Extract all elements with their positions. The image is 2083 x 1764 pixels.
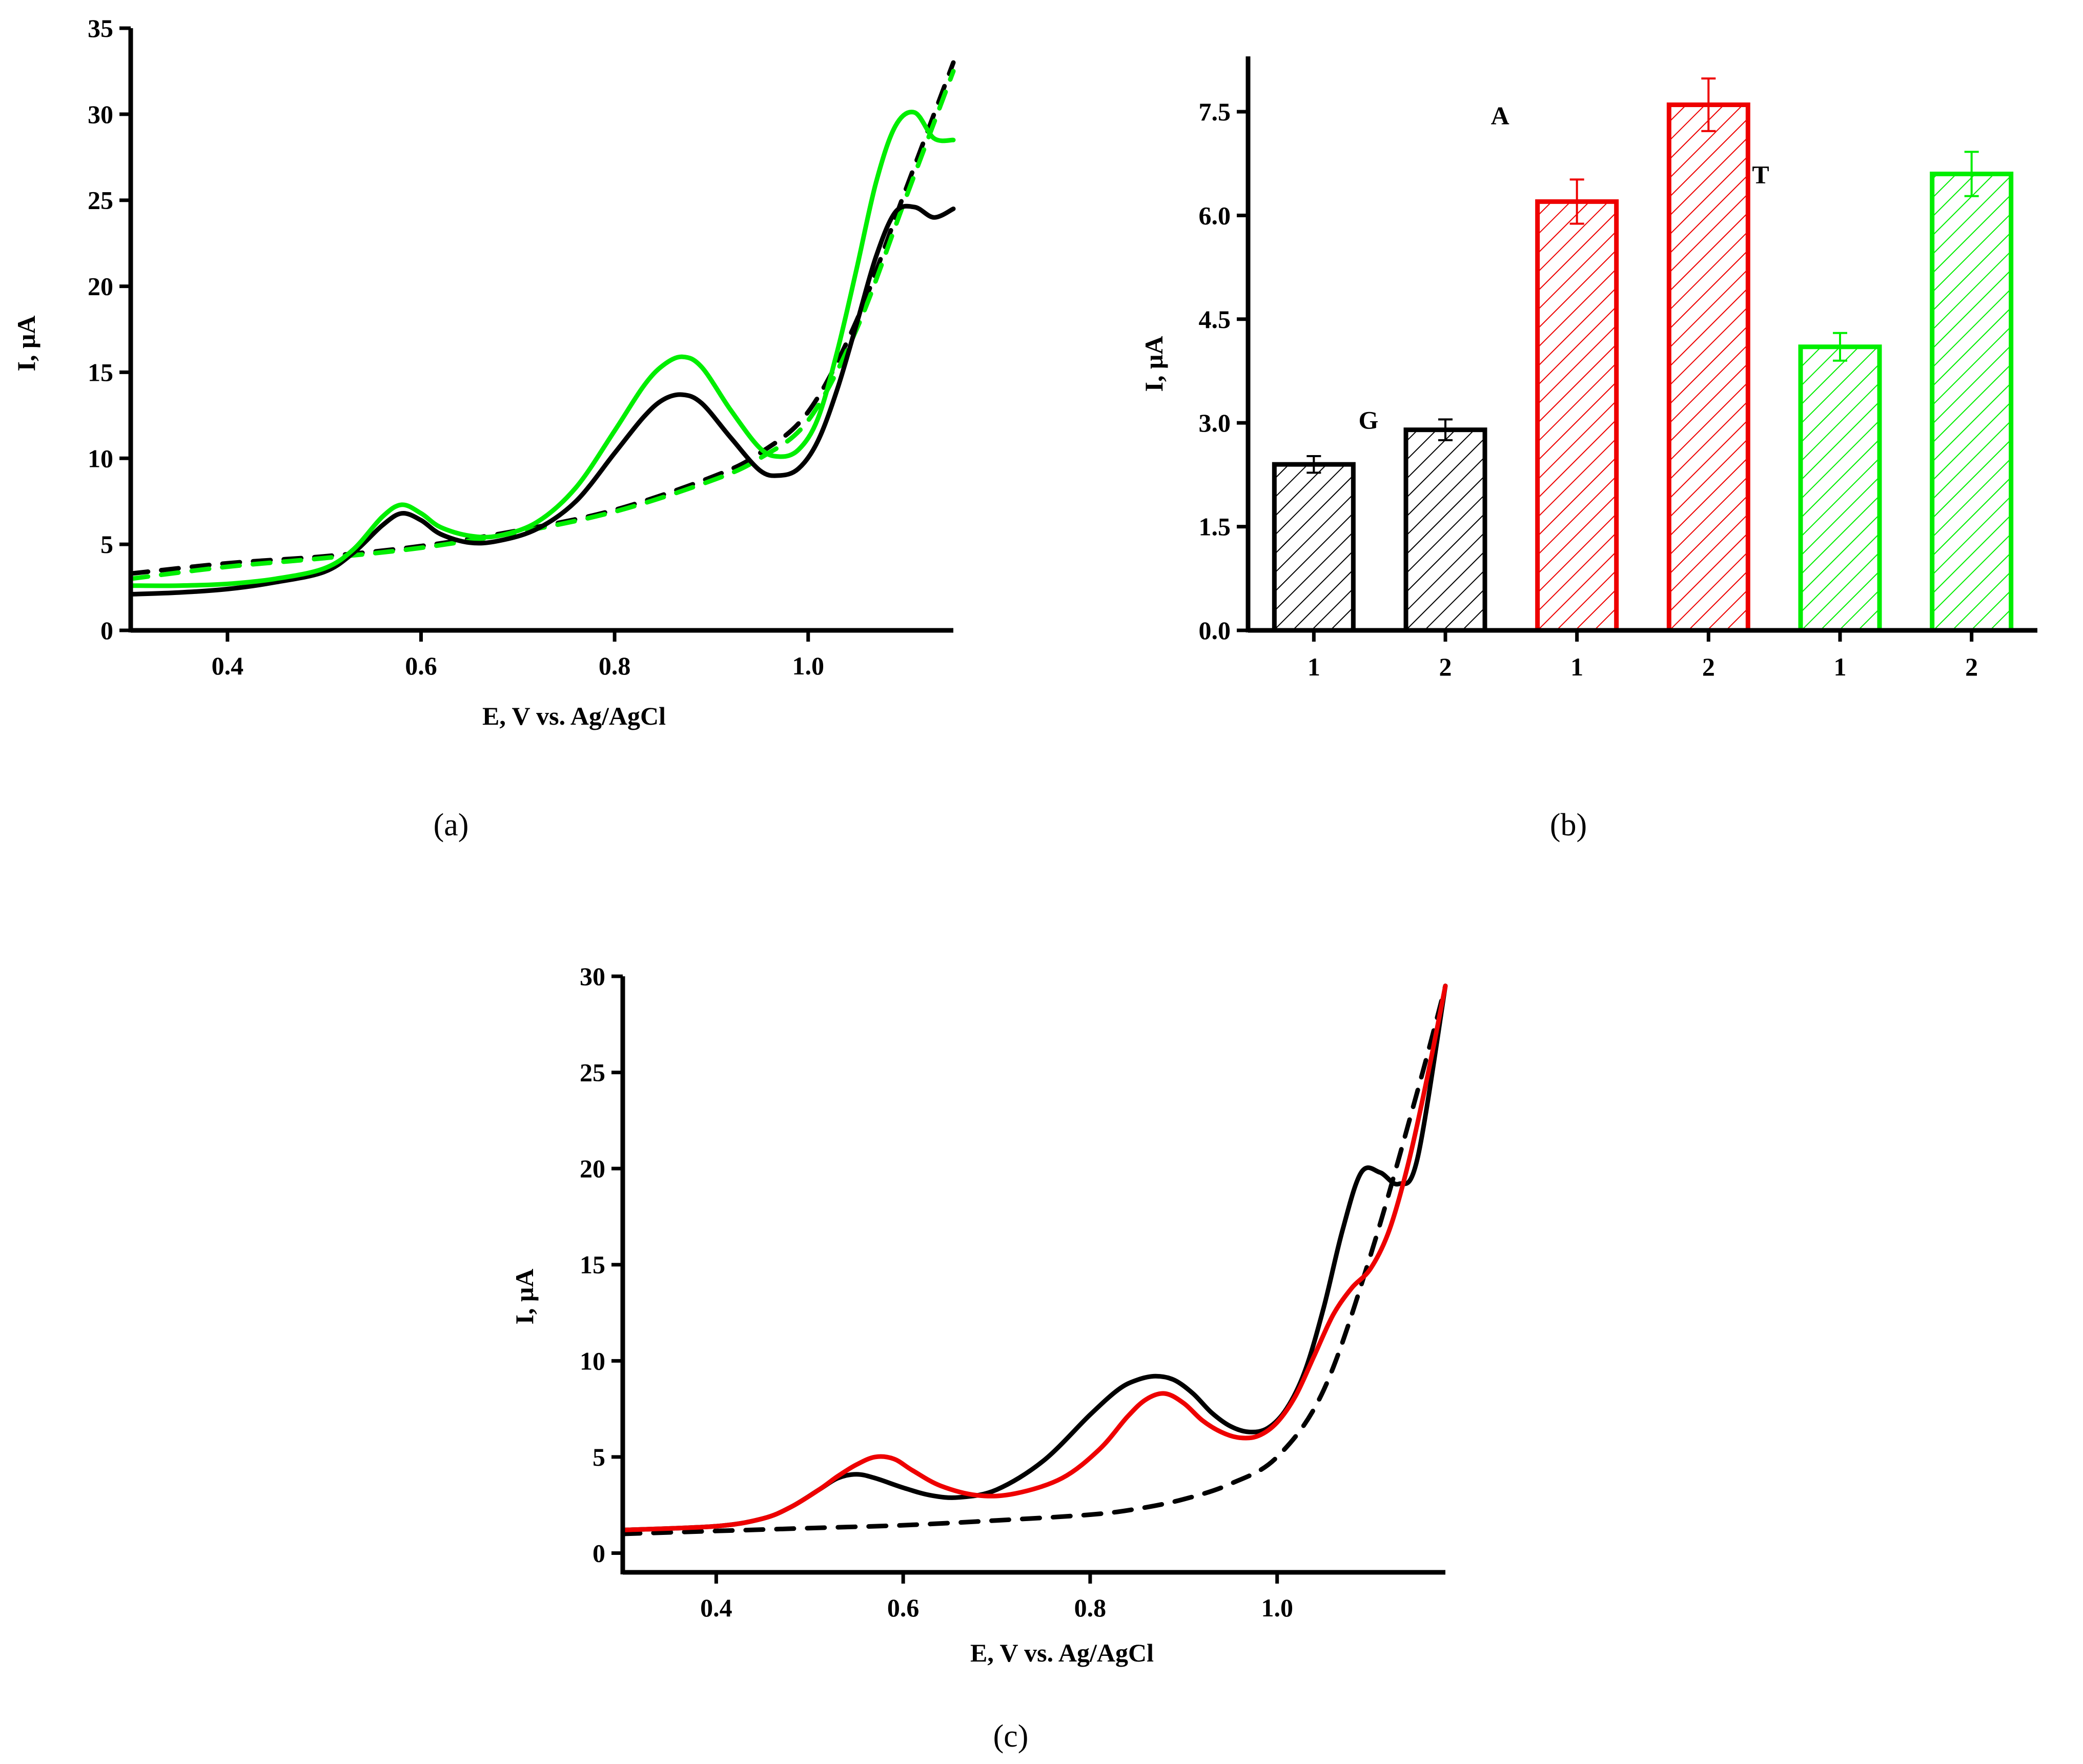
panel-b-xtick-label: 2 (1965, 652, 1978, 681)
panel-c-xlabel: E, V vs. Ag/AgCl (970, 1638, 1154, 1667)
panel-a-marks (128, 60, 956, 597)
panel-b-xtick-label: 1 (1570, 652, 1583, 681)
panel-b-xtick-label: 2 (1702, 652, 1715, 681)
panel-b-xtick-label: 2 (1439, 652, 1452, 681)
panel-b-bar (1666, 102, 1750, 633)
panel-a-xtick-label: 0.6 (405, 651, 437, 680)
panel-b-bar (1535, 199, 1619, 633)
panel-a: 0 5 10 15 20 25 30 35 0.4 0.6 0.8 1.0 E, V vs. Ag/A… (12, 14, 956, 843)
panel-c-series-1 (620, 983, 1448, 1532)
panel-c-ytick-label: 10 (580, 1346, 605, 1375)
panel-b-xtick-label: 1 (1308, 652, 1320, 681)
panel-b-bar (1403, 427, 1487, 633)
panel-a-series-0 (128, 60, 956, 576)
panel-c-ytick-label: 15 (580, 1250, 605, 1279)
panel-b-marks: G A T (1272, 77, 2014, 633)
panel-c-xtick-label: 0.8 (1074, 1593, 1107, 1622)
panel-c-ylabel: I, μA (510, 1269, 539, 1325)
panel-a-label: (a) (434, 808, 469, 843)
panel-a-ytick-label: 15 (88, 358, 113, 386)
panel-b-ytick-label: 7.5 (1199, 97, 1231, 126)
panel-a-series-2 (128, 203, 956, 597)
panel-a-ytick-label: 25 (88, 186, 113, 215)
panel-c-series-0 (620, 983, 1448, 1536)
panel-c-ytick-label: 25 (580, 1058, 605, 1087)
panel-a-ytick-label: 10 (88, 444, 113, 473)
panel-b-ytick-label: 0.0 (1199, 616, 1231, 645)
panel-b-ytick-label: 3.0 (1199, 408, 1231, 437)
panel-c-xtick-label: 0.4 (700, 1593, 732, 1622)
panel-a-xtick-label: 0.4 (212, 651, 244, 680)
panel-b-bar (1798, 344, 1882, 633)
panel-a-ytick-label: 0 (100, 616, 113, 645)
panel-b-annotation: T (1752, 160, 1769, 189)
panel-c-marks (620, 983, 1448, 1536)
panel-a-series-1 (128, 69, 956, 581)
panel-b-bar (1272, 462, 1356, 633)
panel-a-xlabel: E, V vs. Ag/AgCl (482, 702, 666, 730)
panel-a-ytick-label: 30 (88, 100, 113, 129)
panel-a-xtick-label: 1.0 (792, 651, 825, 680)
panel-c-axes: 0 5 10 15 20 25 30 0.4 0.6 0.8 1.0 (580, 962, 1445, 1622)
panel-a-series-3 (128, 110, 956, 588)
panel-c-ytick-label: 20 (580, 1154, 605, 1183)
panel-c-xtick-label: 1.0 (1261, 1593, 1293, 1622)
panel-a-ytick-label: 20 (88, 272, 113, 301)
panel-c-label: (c) (993, 1719, 1029, 1754)
panel-c-series-2 (620, 983, 1448, 1532)
panel-a-ytick-label: 5 (100, 530, 113, 559)
panel-a-axes: 0 5 10 15 20 25 30 35 0.4 0.6 0.8 1.0 (88, 14, 953, 680)
panel-c-ytick-label: 0 (593, 1539, 605, 1567)
panel-c-xtick-label: 0.6 (887, 1593, 920, 1622)
panel-c: 0 5 10 15 20 25 30 0.4 0.6 0.8 1.0 E, V vs. Ag/AgC… (510, 962, 1448, 1754)
panel-a-xtick-label: 0.8 (599, 651, 631, 680)
panel-b-annotation: A (1491, 101, 1509, 130)
panel-b-ylabel: I, μA (1139, 336, 1168, 392)
panel-a-ylabel: I, μA (12, 316, 40, 372)
panel-b-ytick-label: 6.0 (1199, 201, 1231, 230)
panel-b-label: (b) (1550, 808, 1587, 843)
panel-c-ytick-label: 30 (580, 962, 605, 991)
panel-b-xtick-label: 1 (1834, 652, 1847, 681)
panel-b-axes: 1 2 1 2 1 2 0.0 1.5 3.0 4.5 6.0 7.5 (1199, 56, 2037, 681)
panel-b-ytick-label: 1.5 (1199, 512, 1231, 541)
panel-b-ytick-label: 4.5 (1199, 305, 1231, 334)
panel-b-bar (1930, 171, 2014, 633)
panel-a-ytick-label: 35 (88, 14, 113, 43)
panel-b-annotation: G (1359, 405, 1379, 434)
panel-b: G A T 1 2 1 2 1 2 0.0 1.5 3.0 4.5 6.0 7.5 I, μA (b) (1139, 56, 2037, 843)
panel-c-ytick-label: 5 (593, 1443, 605, 1471)
